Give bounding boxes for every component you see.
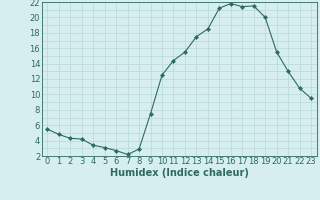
X-axis label: Humidex (Indice chaleur): Humidex (Indice chaleur) bbox=[110, 168, 249, 178]
